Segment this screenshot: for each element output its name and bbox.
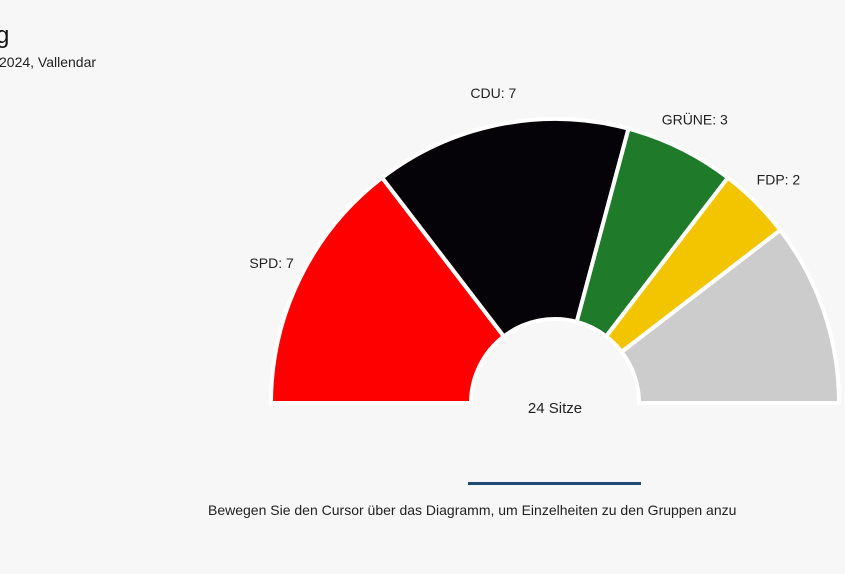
slice-spd[interactable]	[269, 175, 506, 405]
total-seats-label: 24 Sitze	[528, 400, 582, 417]
slice-cdu[interactable]	[380, 117, 631, 339]
slice-u[interactable]	[619, 228, 841, 405]
chart-title: g	[0, 22, 10, 49]
hover-hint-text: Bewegen Sie den Cursor über das Diagramm…	[208, 502, 737, 518]
slice-label-cdu: CDU: 7	[470, 85, 516, 101]
chart-subtitle: 2024, Vallendar	[0, 54, 97, 70]
slice-label-grune: GRÜNE: 3	[662, 111, 728, 128]
divider-line	[468, 482, 641, 485]
slice-label-fdp: FDP: 2	[757, 172, 801, 188]
chart-slices[interactable]	[269, 117, 841, 405]
slice-label-spd: SPD: 7	[249, 255, 294, 271]
